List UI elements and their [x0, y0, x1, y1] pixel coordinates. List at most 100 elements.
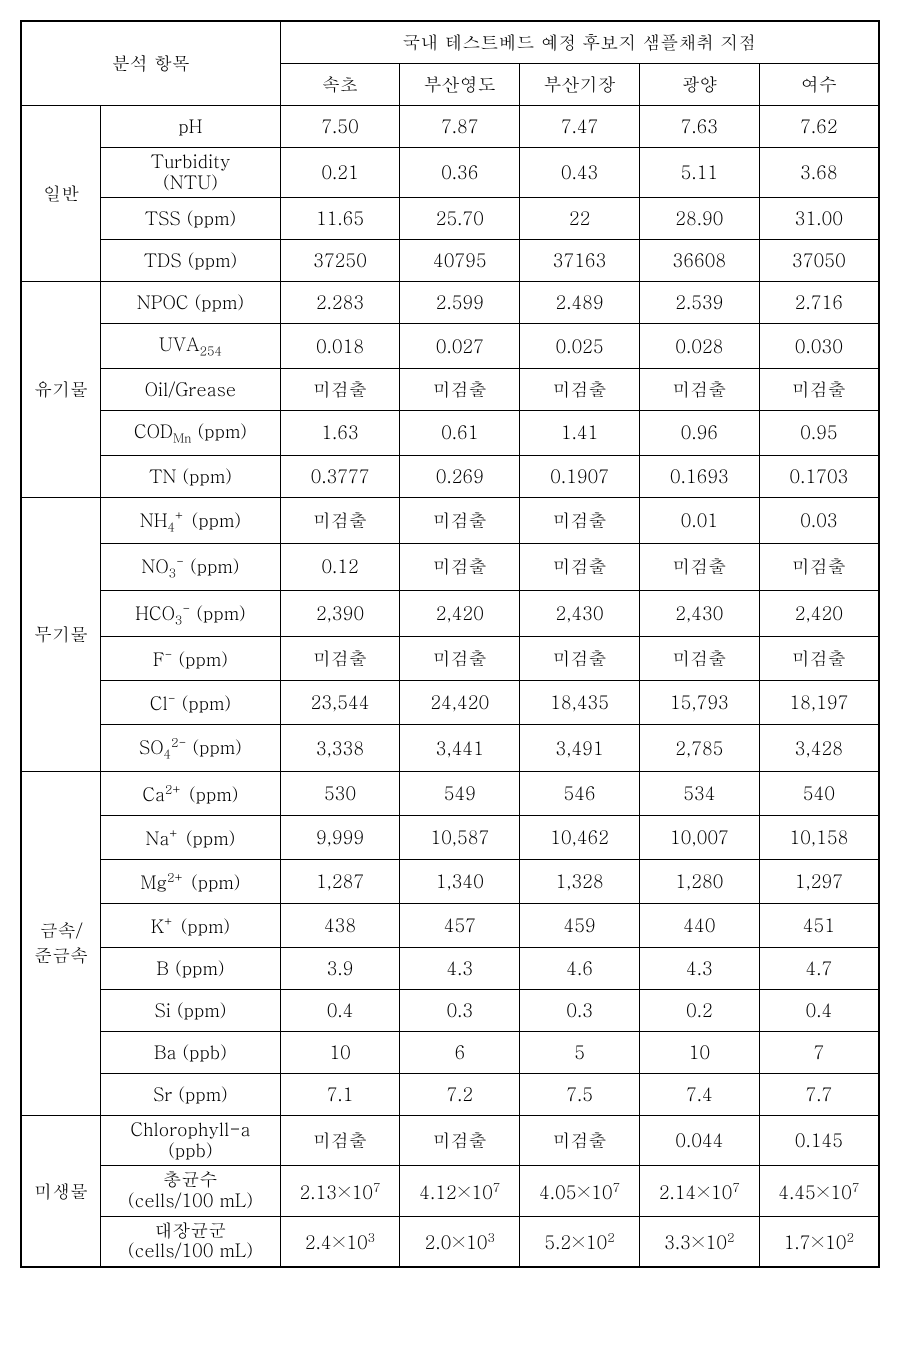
value-cell: 4.12×107: [400, 1166, 520, 1216]
value-cell: 5.11: [639, 148, 759, 198]
site-busan-yeongdo: 부산영도: [400, 64, 520, 106]
table-row: 총균수(cells/100 mL)2.13×1074.12×1074.05×10…: [21, 1166, 879, 1216]
value-cell: 1,340: [400, 859, 520, 903]
value-cell: 7.2: [400, 1073, 520, 1115]
param-cell: TN (ppm): [101, 455, 281, 497]
value-cell: 7.50: [280, 106, 400, 148]
value-cell: 3.3×102: [639, 1216, 759, 1267]
value-cell: 4.3: [639, 947, 759, 989]
value-cell: 10,158: [759, 815, 879, 859]
value-cell: 3,428: [759, 725, 879, 772]
value-cell: 0.3777: [280, 455, 400, 497]
value-cell: 미검출: [280, 637, 400, 681]
value-cell: 2.13×107: [280, 1166, 400, 1216]
table-row: 유기물NPOC (ppm)2.2832.5992.4892.5392.716: [21, 282, 879, 324]
value-cell: 미검출: [400, 497, 520, 544]
value-cell: 1.41: [520, 410, 640, 455]
value-cell: 0.2: [639, 989, 759, 1031]
value-cell: 2,785: [639, 725, 759, 772]
value-cell: 3,441: [400, 725, 520, 772]
value-cell: 7.4: [639, 1073, 759, 1115]
value-cell: 1.63: [280, 410, 400, 455]
value-cell: 미검출: [520, 544, 640, 591]
value-cell: 0.1703: [759, 455, 879, 497]
param-cell: NO3- (ppm): [101, 544, 281, 591]
param-cell: HCO3- (ppm): [101, 590, 281, 637]
value-cell: 미검출: [280, 368, 400, 410]
value-cell: 미검출: [639, 368, 759, 410]
value-cell: 미검출: [520, 368, 640, 410]
value-cell: 0.43: [520, 148, 640, 198]
param-cell: Chlorophyll-a(ppb): [101, 1115, 281, 1165]
header-row-1: 분석 항목 국내 테스트베드 예정 후보지 샘플채취 지점: [21, 21, 879, 64]
value-cell: 24,420: [400, 681, 520, 725]
value-cell: 0.3: [520, 989, 640, 1031]
value-cell: 459: [520, 903, 640, 947]
table-row: Sr (ppm)7.17.27.57.47.7: [21, 1073, 879, 1115]
category-cell: 미생물: [21, 1115, 101, 1267]
category-cell: 금속/준금속: [21, 771, 101, 1115]
param-cell: TSS (ppm): [101, 198, 281, 240]
header-main: 국내 테스트베드 예정 후보지 샘플채취 지점: [280, 21, 879, 64]
value-cell: 37050: [759, 240, 879, 282]
table-row: TN (ppm)0.37770.2690.19070.16930.1703: [21, 455, 879, 497]
value-cell: 10: [639, 1031, 759, 1073]
table-row: UVA2540.0180.0270.0250.0280.030: [21, 324, 879, 369]
value-cell: 3.9: [280, 947, 400, 989]
value-cell: 546: [520, 771, 640, 815]
value-cell: 18,197: [759, 681, 879, 725]
value-cell: 25.70: [400, 198, 520, 240]
value-cell: 7.7: [759, 1073, 879, 1115]
value-cell: 31.00: [759, 198, 879, 240]
value-cell: 3.68: [759, 148, 879, 198]
value-cell: 2.283: [280, 282, 400, 324]
table-row: Ba (ppb)1065107: [21, 1031, 879, 1073]
value-cell: 0.01: [639, 497, 759, 544]
value-cell: 10,462: [520, 815, 640, 859]
value-cell: 2,430: [520, 590, 640, 637]
value-cell: 534: [639, 771, 759, 815]
value-cell: 9,999: [280, 815, 400, 859]
value-cell: 미검출: [520, 1115, 640, 1165]
water-quality-table: 분석 항목 국내 테스트베드 예정 후보지 샘플채취 지점 속초 부산영도 부산…: [20, 20, 880, 1268]
param-cell: NPOC (ppm): [101, 282, 281, 324]
value-cell: 미검출: [400, 368, 520, 410]
value-cell: 5.2×102: [520, 1216, 640, 1267]
value-cell: 1,328: [520, 859, 640, 903]
value-cell: 40795: [400, 240, 520, 282]
value-cell: 0.018: [280, 324, 400, 369]
value-cell: 28.90: [639, 198, 759, 240]
param-cell: K+ (ppm): [101, 903, 281, 947]
table-row: 대장균군(cells/100 mL)2.4×1032.0×1035.2×1023…: [21, 1216, 879, 1267]
value-cell: 7.63: [639, 106, 759, 148]
param-cell: Oil/Grease: [101, 368, 281, 410]
value-cell: 1,280: [639, 859, 759, 903]
value-cell: 미검출: [759, 637, 879, 681]
value-cell: 18,435: [520, 681, 640, 725]
value-cell: 미검출: [639, 544, 759, 591]
table-row: 미생물Chlorophyll-a(ppb)미검출미검출미검출0.0440.145: [21, 1115, 879, 1165]
value-cell: 2.0×103: [400, 1216, 520, 1267]
value-cell: 2,430: [639, 590, 759, 637]
header-param: 분석 항목: [21, 21, 280, 106]
param-cell: NH4+ (ppm): [101, 497, 281, 544]
value-cell: 457: [400, 903, 520, 947]
value-cell: 미검출: [280, 1115, 400, 1165]
site-yeosu: 여수: [759, 64, 879, 106]
table-row: 일반pH7.507.877.477.637.62: [21, 106, 879, 148]
value-cell: 0.028: [639, 324, 759, 369]
value-cell: 10,587: [400, 815, 520, 859]
table-row: B (ppm)3.94.34.64.34.7: [21, 947, 879, 989]
value-cell: 2.4×103: [280, 1216, 400, 1267]
value-cell: 1,297: [759, 859, 879, 903]
param-cell: pH: [101, 106, 281, 148]
value-cell: 0.21: [280, 148, 400, 198]
value-cell: 23,544: [280, 681, 400, 725]
value-cell: 540: [759, 771, 879, 815]
value-cell: 3,491: [520, 725, 640, 772]
value-cell: 0.96: [639, 410, 759, 455]
value-cell: 1,287: [280, 859, 400, 903]
value-cell: 0.03: [759, 497, 879, 544]
value-cell: 0.12: [280, 544, 400, 591]
param-cell: F- (ppm): [101, 637, 281, 681]
